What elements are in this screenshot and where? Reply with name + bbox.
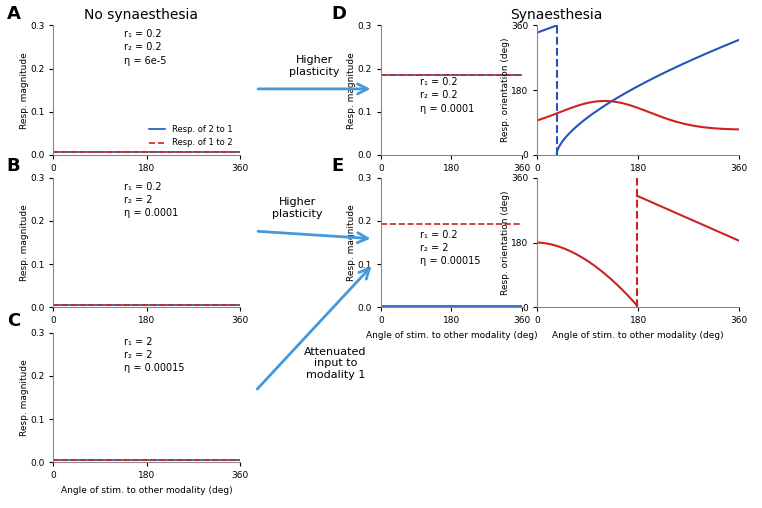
Text: B: B xyxy=(7,157,21,175)
Y-axis label: Resp. magnitude: Resp. magnitude xyxy=(347,52,356,129)
Text: r₁ = 0.2
r₂ = 2
η = 0.0001: r₁ = 0.2 r₂ = 2 η = 0.0001 xyxy=(124,182,178,218)
Text: D: D xyxy=(331,5,347,23)
Text: Higher
plasticity: Higher plasticity xyxy=(290,55,340,77)
Text: No synaesthesia: No synaesthesia xyxy=(84,8,198,22)
Y-axis label: Resp. orientation (deg): Resp. orientation (deg) xyxy=(501,38,510,142)
Y-axis label: Resp. magnitude: Resp. magnitude xyxy=(20,52,28,129)
Legend: Resp. of 2 to 1, Resp. of 1 to 2: Resp. of 2 to 1, Resp. of 1 to 2 xyxy=(146,122,236,151)
Text: r₁ = 0.2
r₂ = 0.2
η = 0.0001: r₁ = 0.2 r₂ = 0.2 η = 0.0001 xyxy=(421,77,475,114)
Text: C: C xyxy=(7,312,20,330)
Text: Higher
plasticity: Higher plasticity xyxy=(272,198,322,219)
Text: r₁ = 2
r₂ = 2
η = 0.00015: r₁ = 2 r₂ = 2 η = 0.00015 xyxy=(124,337,184,373)
Text: r₁ = 0.2
r₂ = 2
η = 0.00015: r₁ = 0.2 r₂ = 2 η = 0.00015 xyxy=(421,230,481,266)
Y-axis label: Resp. magnitude: Resp. magnitude xyxy=(347,204,356,281)
X-axis label: Angle of stim. to other modality (deg): Angle of stim. to other modality (deg) xyxy=(366,331,537,340)
Y-axis label: Resp. magnitude: Resp. magnitude xyxy=(20,204,28,281)
Text: A: A xyxy=(7,5,21,23)
Text: Attenuated
input to
modality 1: Attenuated input to modality 1 xyxy=(304,346,367,380)
X-axis label: Angle of stim. to other modality (deg): Angle of stim. to other modality (deg) xyxy=(61,486,232,495)
Text: r₁ = 0.2
r₂ = 0.2
η = 6e-5: r₁ = 0.2 r₂ = 0.2 η = 6e-5 xyxy=(124,29,167,66)
Y-axis label: Resp. orientation (deg): Resp. orientation (deg) xyxy=(501,190,510,295)
Text: Synaesthesia: Synaesthesia xyxy=(510,8,603,22)
Text: E: E xyxy=(331,157,344,175)
Y-axis label: Resp. magnitude: Resp. magnitude xyxy=(20,359,28,436)
X-axis label: Angle of stim. to other modality (deg): Angle of stim. to other modality (deg) xyxy=(552,331,724,340)
